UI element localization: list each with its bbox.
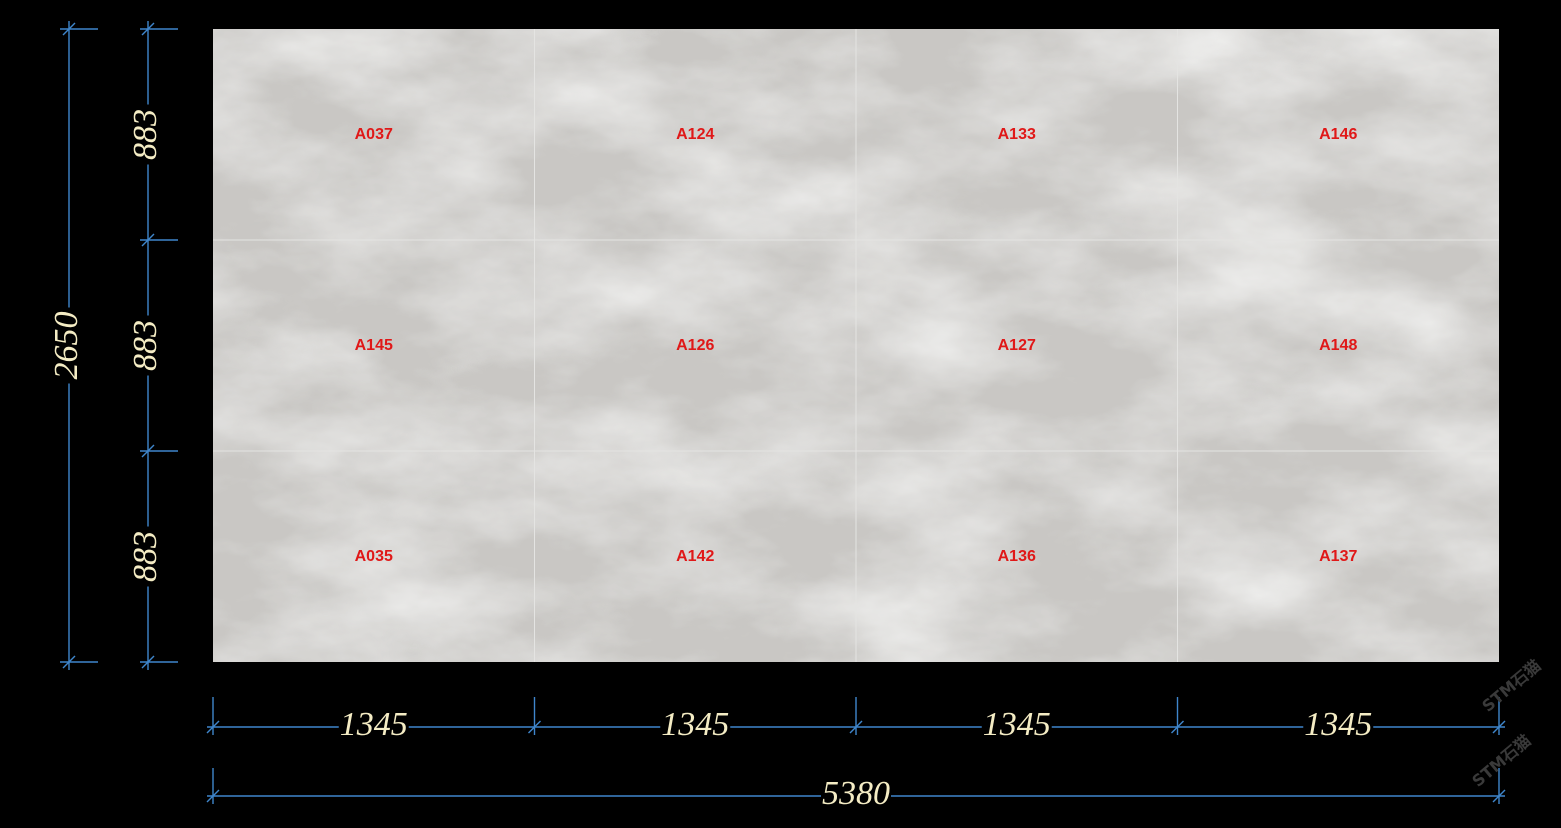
tile-code: A146: [1319, 126, 1357, 143]
dim-label-group: 1345: [660, 706, 731, 743]
dim-label-gap: [132, 315, 164, 376]
dim-label-gap: [981, 711, 1052, 743]
dim-label-group: 2650: [48, 307, 85, 384]
tile-code: A037: [355, 126, 393, 143]
dim-tick: [141, 233, 155, 247]
dim-tick: [62, 22, 76, 36]
dim-label: 1345: [661, 706, 729, 743]
tile-code: A124: [676, 126, 714, 143]
dim-label: 883: [127, 109, 164, 160]
dim-tick: [206, 720, 220, 734]
tile-code: A133: [998, 126, 1036, 143]
tile-code: A137: [1319, 548, 1357, 565]
dim-label: 1345: [983, 706, 1051, 743]
dim-tick: [849, 720, 863, 734]
dim-tick: [1492, 789, 1506, 803]
dim-label-gap: [132, 526, 164, 587]
dim-label: 883: [127, 531, 164, 582]
dim-label: 883: [127, 320, 164, 371]
dim-label-gap: [338, 711, 409, 743]
dim-label: 1345: [340, 706, 408, 743]
dim-label-gap: [660, 711, 731, 743]
dim-label-group: 1345: [338, 706, 409, 743]
dim-label-group: 1345: [981, 706, 1052, 743]
dim-label-group: 883: [127, 315, 164, 376]
dim-label-group: 1345: [1303, 706, 1374, 743]
dim-label-group: 883: [127, 526, 164, 587]
tile-code: A126: [676, 337, 714, 354]
dim-label: 5380: [822, 775, 890, 812]
tile-code: A145: [355, 337, 393, 354]
dim-label-gap: [1303, 711, 1374, 743]
dim-label: 2650: [48, 312, 85, 380]
dim-tick: [141, 22, 155, 36]
tile-code: A142: [676, 548, 714, 565]
dim-tick: [141, 655, 155, 669]
tile-code: A148: [1319, 337, 1357, 354]
tile-code: A035: [355, 548, 393, 565]
tile-code: A127: [998, 337, 1036, 354]
dim-tick: [528, 720, 541, 734]
dim-tick: [1171, 720, 1184, 734]
dim-tick: [141, 444, 155, 458]
dim-label-gap: [821, 780, 891, 812]
dim-label-gap: [53, 307, 85, 384]
dim-label: 1345: [1304, 706, 1372, 743]
dim-label-group: 5380: [821, 775, 891, 812]
dim-label-gap: [132, 104, 164, 165]
dim-tick: [1492, 720, 1506, 734]
dim-tick: [206, 789, 220, 803]
dim-tick: [62, 655, 76, 669]
dim-label-group: 883: [127, 104, 164, 165]
tile-code: A136: [998, 548, 1036, 565]
